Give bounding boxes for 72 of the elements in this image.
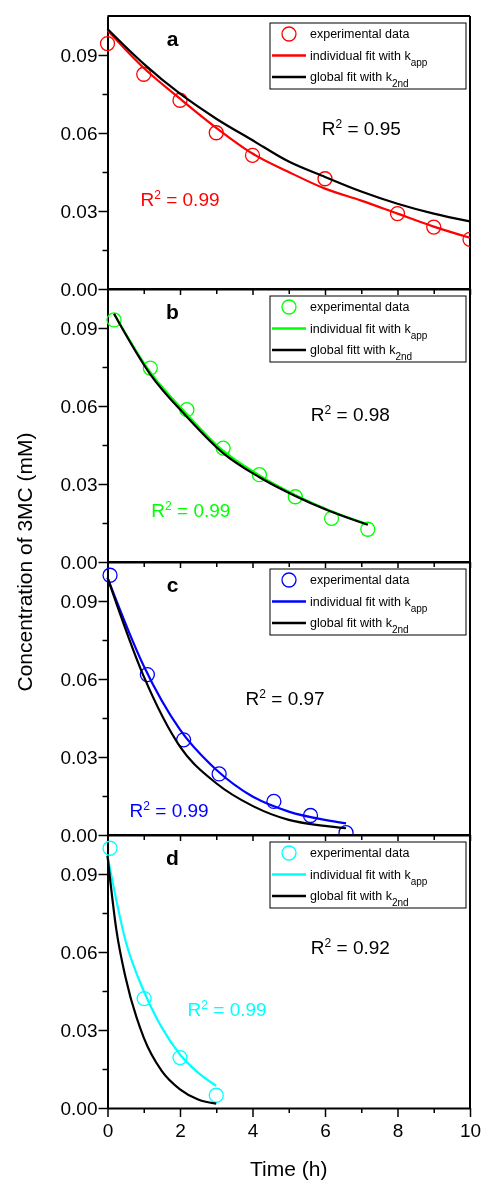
x-tick-label: 10 bbox=[459, 1120, 482, 1142]
y-tick-label: 0.09 bbox=[60, 317, 98, 339]
y-tick-label: 0.06 bbox=[60, 395, 98, 417]
point bbox=[102, 567, 118, 583]
point bbox=[287, 489, 303, 505]
annotation: R$^{2}$ = 0.99 bbox=[187, 998, 267, 1021]
legend-label: global fitt with k$_{2nd}$ bbox=[310, 343, 413, 362]
x-tick-label: 2 bbox=[175, 1120, 186, 1142]
legend-label: global fit with k$_{2nd}$ bbox=[310, 70, 409, 89]
point bbox=[99, 35, 116, 52]
text: d bbox=[166, 846, 179, 869]
annotation: R$^{2}$ = 0.95 bbox=[321, 116, 401, 139]
point bbox=[426, 219, 442, 235]
point bbox=[139, 666, 156, 683]
y-tick-label: 0.03 bbox=[60, 746, 98, 768]
y-tick-label: 0.09 bbox=[60, 44, 98, 66]
annotation: R$^{2}$ = 0.97 bbox=[245, 687, 325, 710]
point bbox=[179, 401, 195, 418]
point bbox=[215, 440, 231, 456]
x-tick-label: 0 bbox=[102, 1120, 114, 1142]
legend-label: individual fit with k$_{app}$ bbox=[310, 48, 428, 68]
point bbox=[244, 147, 261, 164]
legend-label: experimental data bbox=[310, 846, 410, 861]
point bbox=[172, 1049, 188, 1066]
y-tick-label: 0.03 bbox=[60, 473, 98, 495]
y-tick-label: 0.09 bbox=[60, 590, 98, 612]
y-axis-title: Concentration of 3MC (mM) bbox=[13, 432, 36, 692]
legend-label: global fit with k$_{2nd}$ bbox=[310, 616, 409, 635]
point bbox=[136, 990, 152, 1007]
point bbox=[136, 66, 152, 82]
y-tick-label: 0.06 bbox=[60, 122, 98, 144]
y-tick-label: 0.03 bbox=[60, 1019, 98, 1041]
y-tick-label: 0.09 bbox=[60, 863, 98, 885]
point bbox=[142, 360, 158, 376]
legend-label: experimental data bbox=[310, 27, 410, 42]
point bbox=[251, 466, 268, 483]
point bbox=[360, 521, 376, 537]
legend-label: individual fit with k$_{app}$ bbox=[310, 867, 428, 887]
annotation: R$^{2}$ = 0.98 bbox=[310, 403, 390, 426]
x-tick-label: 4 bbox=[247, 1120, 259, 1142]
x-tick-label: 6 bbox=[320, 1120, 331, 1142]
legend-label: experimental data bbox=[310, 300, 410, 315]
text: c bbox=[166, 573, 179, 596]
point bbox=[106, 312, 122, 328]
y-tick-label: 0.03 bbox=[60, 200, 98, 222]
y-tick-label: 0.00 bbox=[60, 824, 98, 846]
y-tick-label: 0.06 bbox=[60, 941, 98, 963]
x-axis-title: Time (h) bbox=[250, 1157, 328, 1180]
legend-label: individual fit with k$_{app}$ bbox=[310, 321, 428, 341]
annotation: R$^{2}$ = 0.99 bbox=[151, 498, 231, 521]
point bbox=[102, 840, 118, 856]
point bbox=[302, 807, 319, 824]
point bbox=[266, 793, 282, 810]
point bbox=[389, 205, 406, 222]
y-tick-label: 0.06 bbox=[60, 668, 98, 690]
legend-label: global fit with k$_{2nd}$ bbox=[310, 889, 409, 908]
x-tick-label: 8 bbox=[392, 1120, 404, 1142]
y-tick-label: 0.00 bbox=[60, 551, 98, 573]
point bbox=[211, 766, 227, 782]
y-tick-label: 0.00 bbox=[60, 278, 98, 300]
legend-label: individual fit with k$_{app}$ bbox=[310, 594, 428, 614]
point bbox=[208, 125, 224, 141]
annotation: R$^{2}$ = 0.99 bbox=[140, 187, 220, 210]
point bbox=[317, 171, 333, 187]
point bbox=[208, 1087, 224, 1103]
y-tick-label: 0.00 bbox=[60, 1097, 98, 1119]
text: a bbox=[166, 27, 179, 50]
text: b bbox=[166, 300, 179, 323]
legend-label: experimental data bbox=[310, 573, 410, 588]
annotation: R$^{2}$ = 0.92 bbox=[310, 935, 390, 958]
point bbox=[172, 92, 188, 108]
annotation: R$^{2}$ = 0.99 bbox=[129, 799, 209, 822]
